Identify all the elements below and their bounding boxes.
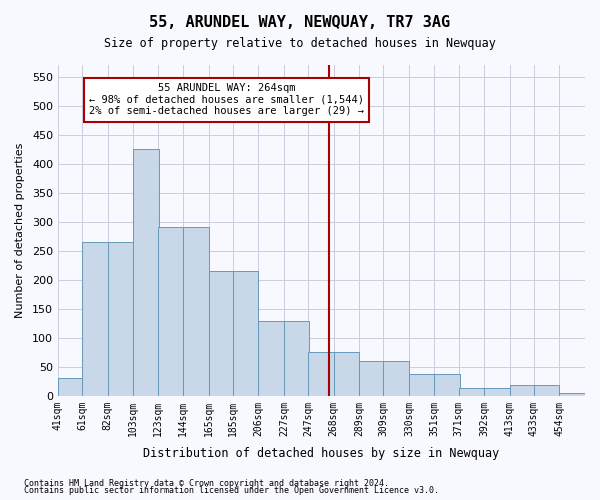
- Bar: [183, 228, 209, 396]
- X-axis label: Distribution of detached houses by size in Newquay: Distribution of detached houses by size …: [143, 447, 500, 460]
- Bar: [484, 388, 510, 396]
- Bar: [510, 386, 535, 396]
- Bar: [209, 271, 234, 396]
- Text: 55 ARUNDEL WAY: 264sqm
← 98% of detached houses are smaller (1,544)
2% of semi-d: 55 ARUNDEL WAY: 264sqm ← 98% of detached…: [89, 83, 364, 116]
- Bar: [434, 374, 460, 396]
- Text: Size of property relative to detached houses in Newquay: Size of property relative to detached ho…: [104, 38, 496, 51]
- Bar: [534, 386, 559, 396]
- Bar: [108, 242, 133, 396]
- Text: Contains public sector information licensed under the Open Government Licence v3: Contains public sector information licen…: [24, 486, 439, 495]
- Bar: [284, 322, 310, 396]
- Bar: [383, 361, 409, 396]
- Bar: [409, 374, 434, 396]
- Bar: [158, 228, 183, 396]
- Bar: [308, 352, 334, 396]
- Text: Contains HM Land Registry data © Crown copyright and database right 2024.: Contains HM Land Registry data © Crown c…: [24, 478, 389, 488]
- Bar: [458, 388, 484, 396]
- Bar: [82, 242, 108, 396]
- Bar: [334, 352, 359, 396]
- Bar: [58, 378, 83, 396]
- Bar: [559, 393, 585, 396]
- Y-axis label: Number of detached properties: Number of detached properties: [15, 142, 25, 318]
- Bar: [233, 271, 259, 396]
- Bar: [133, 149, 159, 396]
- Bar: [359, 361, 385, 396]
- Text: 55, ARUNDEL WAY, NEWQUAY, TR7 3AG: 55, ARUNDEL WAY, NEWQUAY, TR7 3AG: [149, 15, 451, 30]
- Bar: [259, 322, 284, 396]
